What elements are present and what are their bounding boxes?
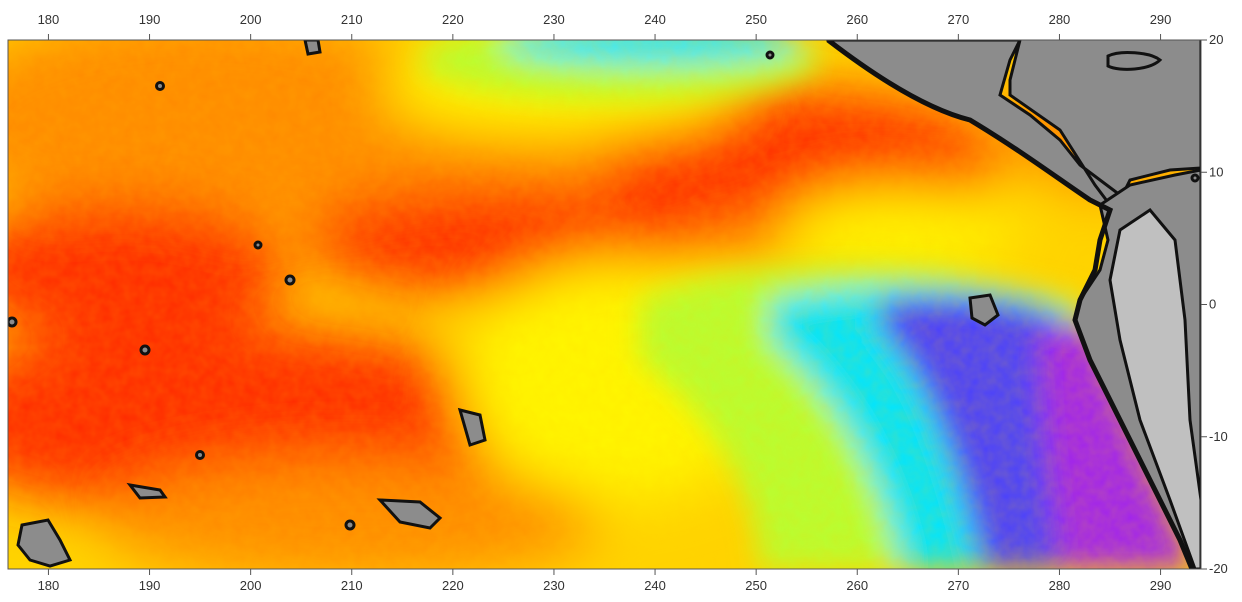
x-tick-label: 260 (846, 578, 868, 593)
y-tick-label: -20 (1209, 561, 1228, 576)
x-tick-label: 270 (948, 578, 970, 593)
x-tick-label: 210 (341, 12, 363, 27)
sst-field (8, 40, 1201, 569)
x-tick-label: 200 (240, 12, 262, 27)
x-tick-label: 230 (543, 578, 565, 593)
coastline (826, 40, 1195, 569)
x-tick-label: 220 (442, 12, 464, 27)
x-tick-label: 190 (139, 578, 161, 593)
x-tick-label: 280 (1049, 578, 1071, 593)
x-tick-label: 290 (1150, 578, 1172, 593)
y-tick-label: 0 (1209, 297, 1216, 312)
x-tick-label: 290 (1150, 12, 1172, 27)
x-tick-label: 250 (745, 12, 767, 27)
x-tick-label: 220 (442, 578, 464, 593)
x-tick-label: 280 (1049, 12, 1071, 27)
x-tick-label: 190 (139, 12, 161, 27)
pacific-islands (8, 40, 1200, 568)
x-tick-label: 230 (543, 12, 565, 27)
x-tick-label: 210 (341, 578, 363, 593)
top-axis: 180 190 200 210 220 230 240 250 260 270 280 290 (38, 12, 1172, 40)
y-tick-label: 20 (1209, 32, 1223, 47)
right-axis: 20 10 0 -10 -20 (1201, 32, 1228, 576)
x-tick-label: 200 (240, 578, 262, 593)
x-tick-label: 240 (644, 578, 666, 593)
andes-highland (1108, 208, 1201, 569)
x-tick-label: 240 (644, 12, 666, 27)
x-tick-label: 180 (38, 12, 60, 27)
x-tick-label: 270 (948, 12, 970, 27)
x-tick-label: 260 (846, 12, 868, 27)
caribbean-island (1106, 51, 1163, 71)
x-tick-label: 180 (38, 578, 60, 593)
x-tick-label: 250 (745, 578, 767, 593)
y-tick-label: 10 (1209, 164, 1223, 179)
y-tick-label: -10 (1209, 429, 1228, 444)
bottom-axis: 180 190 200 210 220 230 240 250 260 270 280 290 (38, 569, 1172, 593)
